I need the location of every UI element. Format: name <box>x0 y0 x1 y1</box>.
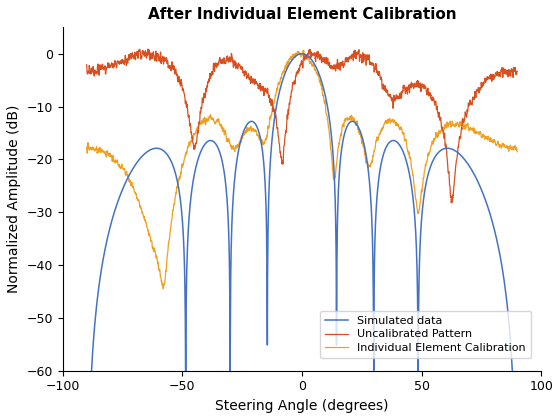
Y-axis label: Normalized Amplitude (dB): Normalized Amplitude (dB) <box>7 105 21 293</box>
Uncalibrated Pattern <box>514 69 521 74</box>
Line: Individual Element Calibration: Individual Element Calibration <box>87 50 517 289</box>
Individual Element Calibration <box>502 145 508 150</box>
Uncalibrated Pattern <box>448 200 455 205</box>
Uncalibrated Pattern <box>502 70 508 75</box>
Individual Element Calibration <box>423 161 430 166</box>
X-axis label: Steering Angle (degrees): Steering Angle (degrees) <box>215 399 389 413</box>
Simulated data <box>422 182 429 187</box>
Individual Element Calibration <box>83 144 90 150</box>
Line: Simulated data: Simulated data <box>87 54 517 420</box>
Simulated data <box>281 72 288 77</box>
Simulated data <box>501 282 508 287</box>
Individual Element Calibration <box>282 66 288 71</box>
Simulated data <box>298 51 305 56</box>
Uncalibrated Pattern <box>422 86 429 91</box>
Uncalibrated Pattern <box>293 71 300 76</box>
Individual Element Calibration <box>160 286 166 291</box>
Simulated data <box>502 284 508 289</box>
Uncalibrated Pattern <box>83 62 90 67</box>
Individual Element Calibration <box>105 152 112 158</box>
Individual Element Calibration <box>502 144 508 149</box>
Legend: Simulated data, Uncalibrated Pattern, Individual Element Calibration: Simulated data, Uncalibrated Pattern, In… <box>320 310 531 358</box>
Simulated data <box>293 53 300 58</box>
Uncalibrated Pattern <box>282 136 288 141</box>
Individual Element Calibration <box>293 51 300 56</box>
Simulated data <box>105 231 112 236</box>
Uncalibrated Pattern <box>502 68 508 73</box>
Uncalibrated Pattern <box>105 65 112 70</box>
Individual Element Calibration <box>514 149 521 154</box>
Uncalibrated Pattern <box>144 47 151 52</box>
Individual Element Calibration <box>300 48 307 53</box>
Title: After Individual Element Calibration: After Individual Element Calibration <box>148 7 456 22</box>
Line: Uncalibrated Pattern: Uncalibrated Pattern <box>87 49 517 203</box>
